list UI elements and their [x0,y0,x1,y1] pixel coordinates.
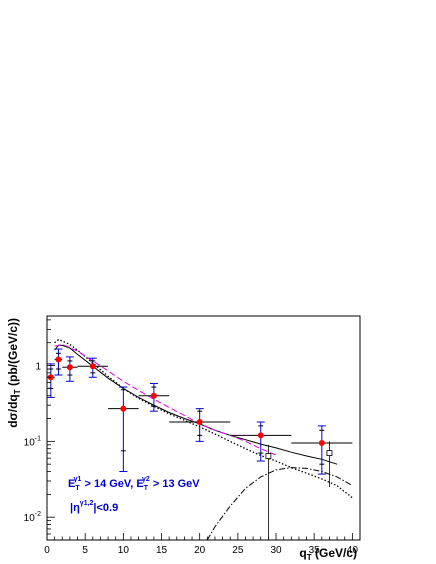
x-tick-label: 10 [118,545,130,556]
cut-annotation-line1: ETγ1 > 14 GeV, ETγ2 > 13 GeV [68,476,200,492]
open-square-point [265,453,272,459]
data-point [318,440,325,447]
x-tick-label: 15 [156,545,168,556]
curve-solid [54,344,338,465]
open-square-point [326,450,333,456]
x-axis-ticks: 0 5 10 15 20 25 30 35 40 [44,533,361,556]
y-tick-label: 1 [35,362,41,373]
x-tick-label: 30 [270,545,282,556]
x-tick-label: 40 [347,545,359,556]
data-point [55,356,62,363]
x-tick-label: 20 [194,545,206,556]
x-axis-title: qT (GeV/c) [299,546,357,562]
data-point [89,363,96,370]
x-tick-label: 35 [309,545,321,556]
open-square-points [265,441,333,540]
x-tick-label: 25 [232,545,244,556]
theory-curves [54,338,353,541]
data-points [47,356,325,447]
data-point [120,405,127,412]
y-axis-ticks: 10-2 10-1 1 [24,319,55,541]
curve-dashdot [206,467,353,541]
data-point [257,432,264,439]
y-axis-title: dσ/dqT (pb/(GeV/c)) [6,318,22,428]
y-tick-label: 10-1 [24,435,41,448]
data-point [196,418,203,425]
curve-dashed [54,343,277,456]
data-point [150,392,157,399]
x-tick-label: 0 [44,545,50,556]
curve-dotted [54,338,353,499]
cut-annotation-line2: |ηγ1,2|<0.9 [70,500,118,514]
plot-frame [46,315,361,541]
y-tick-label: 10-2 [24,511,41,524]
data-point [66,364,73,371]
x-tick-label: 5 [82,545,88,556]
